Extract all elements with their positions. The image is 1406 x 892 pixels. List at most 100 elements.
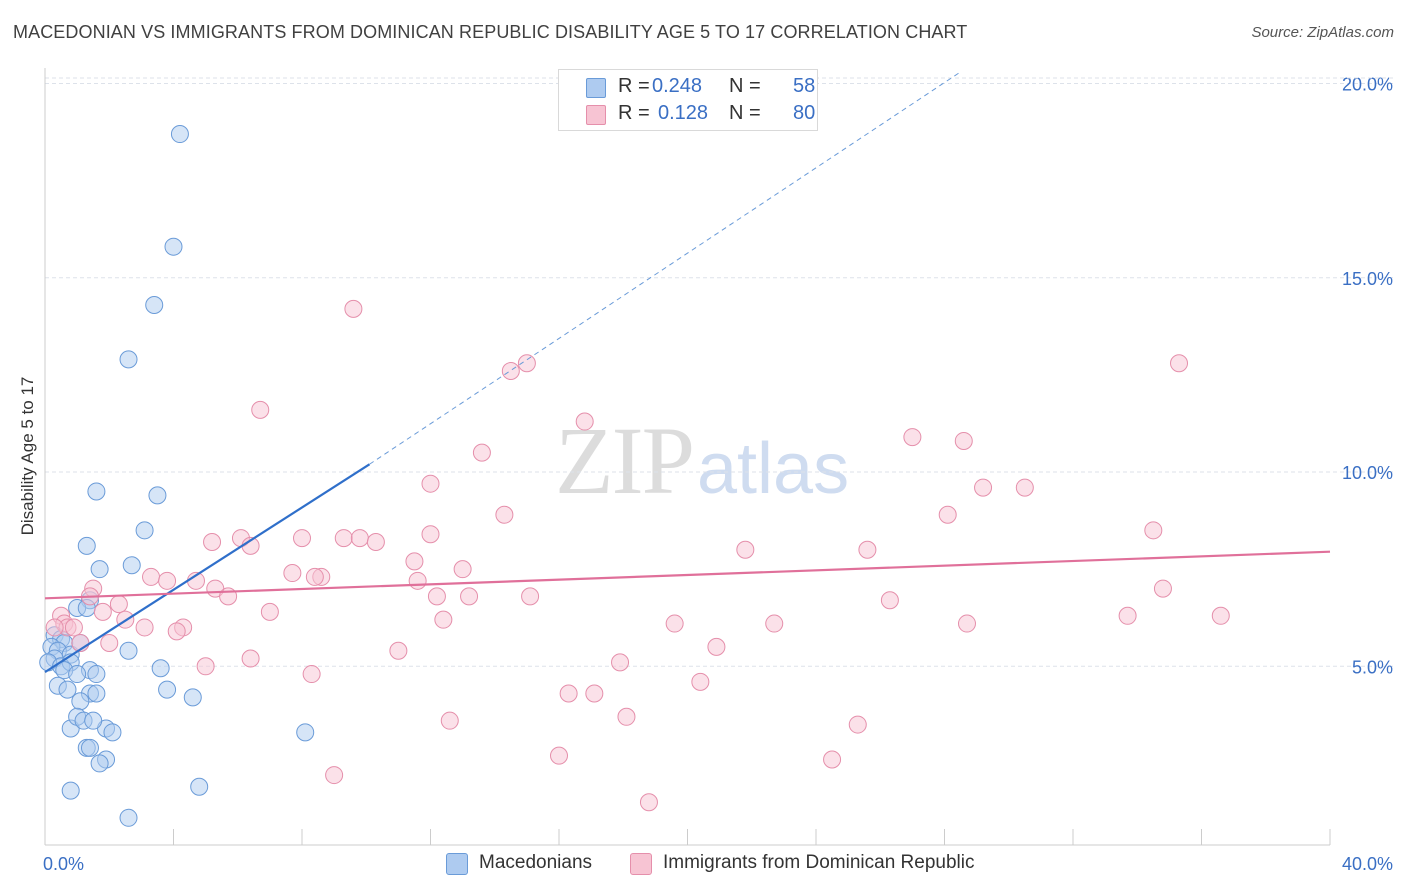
dominican-point	[421, 474, 440, 493]
dominican-point	[45, 618, 64, 637]
macedonian-point	[145, 295, 164, 314]
dominican-point	[305, 567, 324, 586]
bottom-legend-swatch-blue	[446, 853, 468, 875]
legend-r-value: 0.248	[652, 75, 703, 97]
y-tick-label: 15.0%	[1342, 269, 1393, 289]
macedonian-point	[151, 659, 170, 678]
dominican-point	[1153, 579, 1172, 598]
dominican-point	[344, 299, 363, 318]
macedonian-point	[58, 680, 77, 699]
macedonian-point	[135, 521, 154, 540]
dominican-point	[251, 400, 270, 419]
dominican-point	[135, 618, 154, 637]
dominican-point	[1170, 354, 1189, 373]
y-axis-label: Disability Age 5 to 17	[18, 376, 37, 536]
dominican-point	[241, 649, 260, 668]
macedonian-point	[119, 350, 138, 369]
dominican-point	[707, 637, 726, 656]
dominican-point	[283, 564, 302, 583]
legend-swatch-blue	[586, 78, 606, 98]
macedonian-point	[61, 781, 80, 800]
macedonian-point	[87, 482, 106, 501]
macedonian-point	[158, 680, 177, 699]
dominican-point	[639, 793, 658, 812]
correlation-legend: R = 0.248 N = 58 R = 0.128 N = 80	[558, 69, 818, 131]
dominican-point	[93, 602, 112, 621]
macedonian-point	[90, 754, 109, 773]
dominican-point	[158, 571, 177, 590]
dominican-point	[196, 657, 215, 676]
y-tick-label: 10.0%	[1342, 463, 1393, 483]
dominican-point	[736, 540, 755, 559]
legend-r-label: R =	[618, 102, 650, 124]
dominican-point	[691, 672, 710, 691]
macedonian-point	[87, 684, 106, 703]
dominican-point	[858, 540, 877, 559]
dominican-point	[823, 750, 842, 769]
dominican-point	[954, 431, 973, 450]
dominican-point	[501, 362, 520, 381]
legend-swatch-pink	[586, 105, 606, 125]
dominican-point	[765, 614, 784, 633]
bottom-legend-label: Immigrants from Dominican Republic	[663, 852, 975, 873]
dominican-point	[421, 525, 440, 544]
macedonian-point	[68, 665, 87, 684]
macedonian-point	[170, 125, 189, 144]
dominican-point	[100, 633, 119, 652]
dominican-point	[167, 622, 186, 641]
dominican-point	[665, 614, 684, 633]
macedonian-point	[122, 556, 141, 575]
bottom-legend-label: Macedonians	[479, 852, 593, 873]
macedonian-point	[90, 560, 109, 579]
dominican-point	[434, 610, 453, 629]
bottom-legend-swatch-pink	[630, 853, 652, 875]
macedonian-point	[119, 641, 138, 660]
macedonian-point	[71, 692, 90, 711]
macedonian-point	[148, 486, 167, 505]
dominican-point	[880, 591, 899, 610]
dominican-point	[453, 560, 472, 579]
dominican-point	[848, 715, 867, 734]
dominican-point	[521, 587, 540, 606]
dominican-point	[405, 552, 424, 571]
macedonian-trend-extension	[369, 71, 961, 465]
dominican-point	[293, 529, 311, 548]
x-tick-label: 40.0%	[1342, 854, 1393, 874]
chart-title: MACEDONIAN VS IMMIGRANTS FROM DOMINICAN …	[13, 22, 968, 42]
dominican-point	[974, 478, 993, 497]
legend-n-label: N =	[729, 75, 761, 97]
dominican-point	[109, 595, 128, 614]
dominican-point	[957, 614, 976, 633]
macedonian-point	[119, 808, 138, 827]
macedonian-point	[77, 536, 96, 555]
legend-n-label: N =	[729, 102, 761, 124]
dominican-point	[559, 684, 578, 703]
dominican-point	[1211, 606, 1230, 625]
dominican-point	[325, 766, 344, 785]
dominican-point	[903, 428, 922, 447]
dominican-point	[366, 532, 385, 551]
dominican-point	[1015, 478, 1034, 497]
dominican-point	[334, 529, 353, 548]
legend-r-label: R =	[618, 75, 650, 97]
legend-n-value: 80	[793, 102, 816, 124]
dominican-point	[440, 711, 459, 730]
macedonian-point	[103, 723, 122, 742]
dominican-point	[302, 665, 321, 684]
dominican-point	[260, 602, 279, 621]
macedonian-point	[183, 688, 202, 707]
dominican-point	[611, 653, 630, 672]
macedonian-point	[80, 738, 99, 757]
legend-n-value: 58	[793, 75, 816, 97]
macedonian-point	[296, 723, 315, 742]
y-tick-label: 20.0%	[1342, 75, 1393, 95]
dominican-point	[350, 529, 369, 548]
dominican-point	[585, 684, 604, 703]
y-tick-label: 5.0%	[1352, 657, 1393, 677]
macedonian-point	[87, 665, 106, 684]
source-label: Source: ZipAtlas.com	[1251, 24, 1394, 41]
dominican-point	[495, 505, 514, 524]
dominican-point	[389, 641, 408, 660]
dominican-point	[617, 707, 636, 726]
dominican-point	[550, 746, 568, 765]
